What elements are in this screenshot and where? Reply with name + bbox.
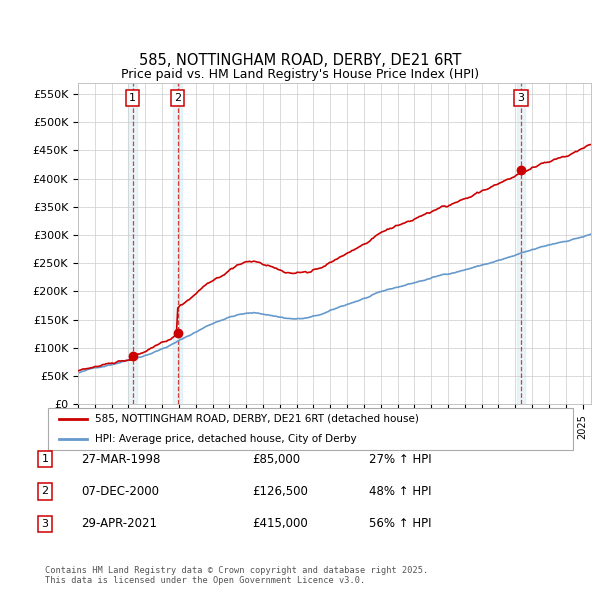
Bar xyxy=(517,83,525,404)
Text: Price paid vs. HM Land Registry's House Price Index (HPI): Price paid vs. HM Land Registry's House … xyxy=(121,68,479,81)
Text: 3: 3 xyxy=(517,93,524,103)
Text: 1: 1 xyxy=(129,93,136,103)
Text: £415,000: £415,000 xyxy=(252,517,308,530)
Text: £85,000: £85,000 xyxy=(252,453,300,466)
Bar xyxy=(128,83,137,404)
Text: 585, NOTTINGHAM ROAD, DERBY, DE21 6RT: 585, NOTTINGHAM ROAD, DERBY, DE21 6RT xyxy=(139,53,461,68)
Text: 07-DEC-2000: 07-DEC-2000 xyxy=(81,485,159,498)
Text: 27-MAR-1998: 27-MAR-1998 xyxy=(81,453,160,466)
Text: 1: 1 xyxy=(41,454,49,464)
Text: Contains HM Land Registry data © Crown copyright and database right 2025.
This d: Contains HM Land Registry data © Crown c… xyxy=(45,566,428,585)
Text: 27% ↑ HPI: 27% ↑ HPI xyxy=(369,453,431,466)
Text: 2: 2 xyxy=(41,487,49,496)
Text: £126,500: £126,500 xyxy=(252,485,308,498)
Text: HPI: Average price, detached house, City of Derby: HPI: Average price, detached house, City… xyxy=(95,434,357,444)
Text: 29-APR-2021: 29-APR-2021 xyxy=(81,517,157,530)
Text: 585, NOTTINGHAM ROAD, DERBY, DE21 6RT (detached house): 585, NOTTINGHAM ROAD, DERBY, DE21 6RT (d… xyxy=(95,414,419,424)
FancyBboxPatch shape xyxy=(48,408,573,450)
Bar xyxy=(173,83,182,404)
Text: 48% ↑ HPI: 48% ↑ HPI xyxy=(369,485,431,498)
Text: 3: 3 xyxy=(41,519,49,529)
Text: 56% ↑ HPI: 56% ↑ HPI xyxy=(369,517,431,530)
Text: 2: 2 xyxy=(174,93,181,103)
